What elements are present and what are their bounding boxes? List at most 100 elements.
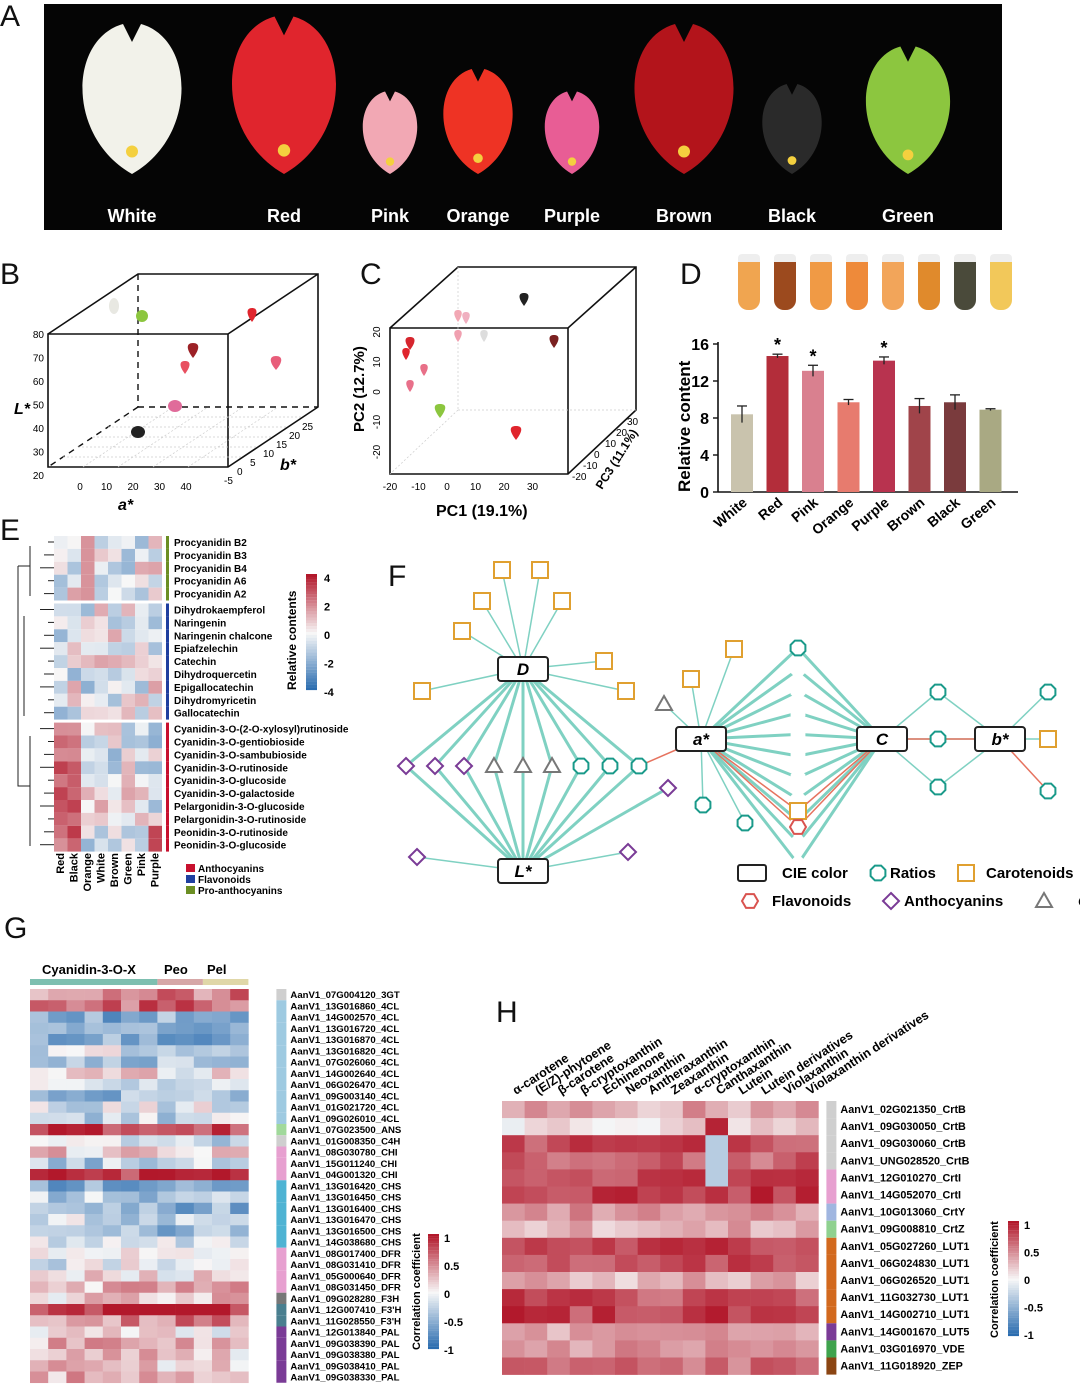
e-legend-label: Flavonoids (198, 875, 251, 886)
carotenoid-node (682, 670, 700, 688)
extract-vial (738, 254, 760, 310)
b-x-tick: 40 (180, 482, 192, 493)
h-cell (637, 1220, 661, 1239)
anthocyanin-node (658, 778, 678, 798)
ratio-node (790, 727, 806, 742)
e-cell (135, 561, 149, 575)
e-cell (148, 603, 162, 617)
g-cell (212, 1225, 231, 1237)
h-cell (502, 1220, 525, 1239)
e-cell (54, 800, 68, 813)
g-cell (139, 1090, 158, 1102)
e-cell (67, 561, 81, 575)
g-cell (230, 1180, 249, 1192)
g-cell (230, 1214, 249, 1226)
h-cell (569, 1135, 593, 1153)
g-cell (48, 1022, 67, 1035)
g-cell (30, 1247, 49, 1260)
h-cell (592, 1357, 616, 1375)
h-cell (524, 1340, 548, 1358)
g-group-label: Pel (207, 962, 227, 977)
g-cell (84, 1067, 104, 1080)
e-cell (121, 603, 135, 617)
g-cell (139, 1146, 158, 1159)
h-cell (795, 1118, 819, 1136)
g-cell (66, 1169, 85, 1181)
e-cell (94, 574, 108, 588)
h-cell (795, 1203, 819, 1221)
h-row-label: AanV1_UNG028520_CrtB (840, 1155, 969, 1167)
h-cell (615, 1152, 638, 1170)
h-cell (728, 1101, 751, 1119)
e-cell (54, 668, 68, 681)
h-cell (728, 1118, 751, 1136)
g-cell (193, 1056, 213, 1069)
g-cell (175, 1191, 195, 1204)
e-cell (148, 655, 162, 668)
ratio-node (790, 662, 806, 677)
h-cell (524, 1186, 548, 1204)
g-cell (157, 1360, 176, 1372)
b-point-red-2 (270, 356, 282, 370)
g-cell (84, 1270, 104, 1282)
b-y-tick: 5 (250, 458, 256, 469)
h-cell (705, 1118, 729, 1136)
h-cell (502, 1135, 525, 1153)
g-cell (48, 1011, 67, 1024)
e-col-label: White (96, 853, 108, 883)
g-row-label: AanV1_08G031410_DFR (290, 1260, 400, 1271)
g-cell (84, 1247, 104, 1260)
e-cell (67, 812, 81, 826)
d-x-tick: Black (924, 494, 963, 530)
e-cell (81, 655, 95, 668)
h-cell (750, 1220, 774, 1239)
g-cell (102, 989, 122, 1001)
g-row-label: AanV1_14G038680_CHS (290, 1238, 402, 1249)
e-cell (135, 774, 149, 788)
g-cell (102, 1056, 122, 1069)
g-cell (102, 1191, 122, 1204)
h-cell (682, 1357, 706, 1375)
c-z-tick: -20 (572, 472, 587, 483)
g-colorbar-tick: 1 (444, 1233, 450, 1245)
h-row-label: AanV1_14G001670_LUT5 (840, 1326, 969, 1338)
b-z-tick: 40 (33, 424, 45, 435)
g-row-label: AanV1_07G023500_ANS (290, 1125, 402, 1136)
g-cell (121, 1011, 140, 1024)
h-cell (795, 1237, 819, 1256)
e-row-label: Procyanidin B3 (174, 551, 247, 562)
extract-vial (882, 254, 904, 310)
spathe-white (82, 24, 182, 174)
g-cell (84, 1157, 104, 1170)
e-cell (94, 774, 108, 788)
ratio-node (789, 639, 807, 657)
h-cell (592, 1237, 616, 1256)
g-cell (175, 1304, 195, 1316)
e-cell (135, 574, 149, 588)
anthocyanin-node (425, 756, 445, 776)
h-row-label: AanV1_06G026520_LUT1 (840, 1275, 969, 1287)
g-cell (102, 1315, 122, 1327)
h-cell (592, 1220, 616, 1239)
g-cell (193, 1315, 213, 1327)
h-cell (682, 1169, 706, 1187)
h-cell (524, 1323, 548, 1341)
e-cell (81, 787, 95, 800)
e-cell (135, 735, 149, 749)
g-cell (121, 1034, 140, 1046)
g-cell (30, 1079, 49, 1091)
e-row-label: Pelargonidin-3-O-glucoside (174, 802, 305, 813)
g-cell (212, 1157, 231, 1170)
e-cell (81, 774, 95, 788)
g-cell (66, 989, 85, 1001)
h-cell (615, 1186, 638, 1204)
h-cell (524, 1169, 548, 1187)
g-cell (175, 1225, 195, 1237)
h-cell (773, 1357, 797, 1375)
e-cell (121, 536, 135, 549)
g-cell (66, 1101, 85, 1114)
h-cell (750, 1323, 774, 1341)
g-row-label: AanV1_04G001320_CHI (290, 1170, 398, 1181)
h-cell (705, 1101, 729, 1119)
